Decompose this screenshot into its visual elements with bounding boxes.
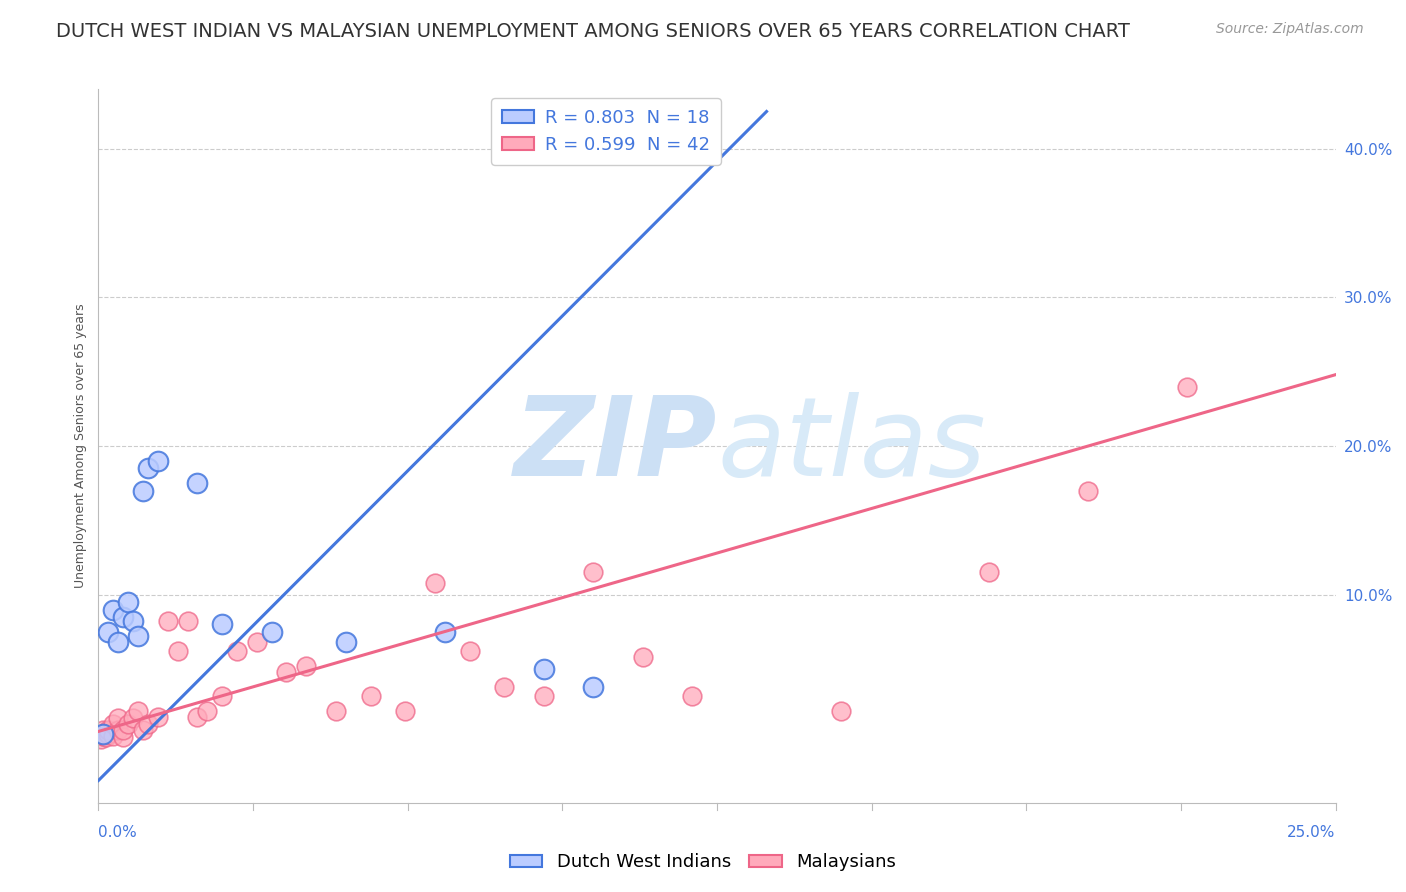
- Point: [394, 704, 416, 718]
- Point: [166, 644, 188, 658]
- Point: [186, 709, 208, 723]
- Point: [146, 709, 169, 723]
- Point: [107, 711, 129, 725]
- Point: [260, 624, 283, 639]
- Point: [90, 731, 112, 746]
- Text: DUTCH WEST INDIAN VS MALAYSIAN UNEMPLOYMENT AMONG SENIORS OVER 65 YEARS CORRELAT: DUTCH WEST INDIAN VS MALAYSIAN UNEMPLOYM…: [56, 22, 1130, 41]
- Point: [97, 727, 120, 741]
- Point: [146, 454, 169, 468]
- Point: [335, 635, 357, 649]
- Point: [631, 650, 654, 665]
- Point: [94, 731, 117, 745]
- Point: [107, 635, 129, 649]
- Point: [979, 566, 1001, 580]
- Point: [112, 731, 135, 745]
- Point: [195, 704, 218, 718]
- Point: [122, 615, 145, 629]
- Point: [93, 729, 115, 743]
- Text: 25.0%: 25.0%: [1288, 825, 1336, 840]
- Point: [127, 704, 149, 718]
- Point: [103, 717, 125, 731]
- Point: [93, 727, 115, 741]
- Point: [433, 624, 456, 639]
- Point: [458, 644, 481, 658]
- Point: [117, 717, 139, 731]
- Text: 0.0%: 0.0%: [98, 825, 138, 840]
- Legend: R = 0.803  N = 18, R = 0.599  N = 42: R = 0.803 N = 18, R = 0.599 N = 42: [491, 98, 721, 165]
- Text: atlas: atlas: [717, 392, 986, 500]
- Point: [97, 723, 120, 737]
- Point: [93, 723, 115, 737]
- Point: [136, 461, 159, 475]
- Text: Source: ZipAtlas.com: Source: ZipAtlas.com: [1216, 22, 1364, 37]
- Point: [533, 662, 555, 676]
- Point: [276, 665, 298, 679]
- Point: [103, 729, 125, 743]
- Point: [132, 723, 155, 737]
- Point: [132, 483, 155, 498]
- Point: [582, 566, 605, 580]
- Point: [681, 689, 703, 703]
- Point: [582, 680, 605, 694]
- Point: [136, 717, 159, 731]
- Point: [97, 624, 120, 639]
- Point: [830, 704, 852, 718]
- Point: [325, 704, 347, 718]
- Point: [360, 689, 382, 703]
- Point: [295, 659, 318, 673]
- Text: ZIP: ZIP: [513, 392, 717, 500]
- Point: [226, 644, 249, 658]
- Point: [112, 610, 135, 624]
- Point: [211, 617, 233, 632]
- Point: [122, 711, 145, 725]
- Point: [211, 689, 233, 703]
- Point: [156, 615, 179, 629]
- Y-axis label: Unemployment Among Seniors over 65 years: Unemployment Among Seniors over 65 years: [75, 303, 87, 589]
- Point: [1077, 483, 1099, 498]
- Point: [107, 723, 129, 737]
- Legend: Dutch West Indians, Malaysians: Dutch West Indians, Malaysians: [503, 847, 903, 879]
- Point: [1175, 379, 1198, 393]
- Point: [494, 680, 516, 694]
- Point: [127, 629, 149, 643]
- Point: [186, 476, 208, 491]
- Point: [103, 602, 125, 616]
- Point: [176, 615, 198, 629]
- Point: [533, 689, 555, 703]
- Point: [112, 723, 135, 737]
- Point: [423, 575, 446, 590]
- Point: [246, 635, 269, 649]
- Point: [117, 595, 139, 609]
